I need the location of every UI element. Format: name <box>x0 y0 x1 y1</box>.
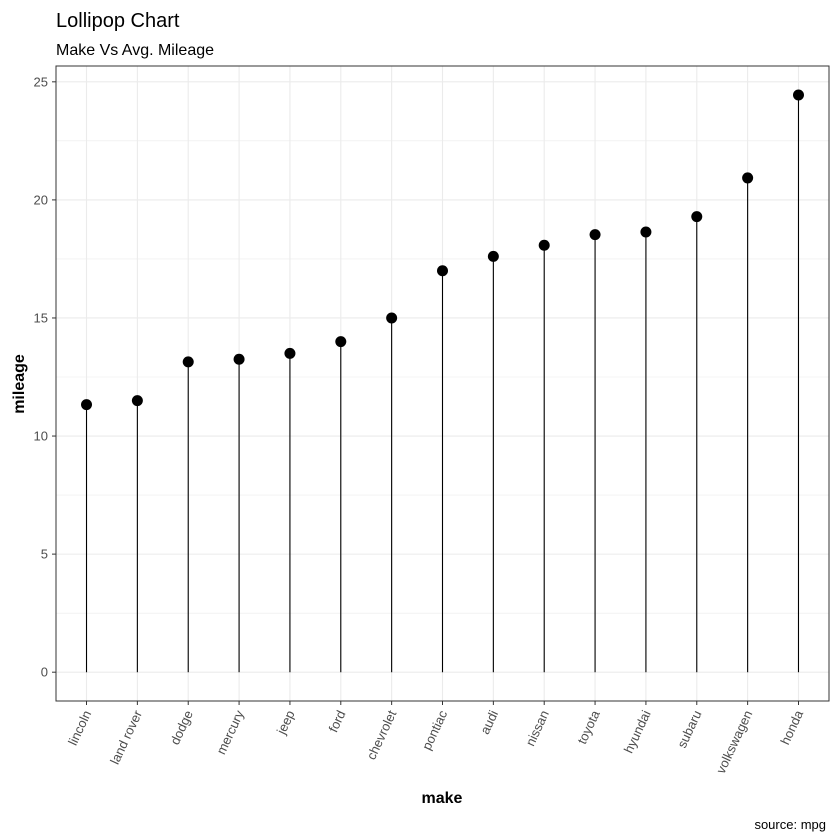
y-tick-label: 15 <box>34 310 48 325</box>
lollipop-dot <box>487 250 499 262</box>
lollipop-dot <box>437 265 448 277</box>
x-tick-label: honda <box>777 707 806 747</box>
chart-subtitle: Make Vs Avg. Mileage <box>56 42 214 59</box>
lollipop-dot <box>742 172 754 184</box>
x-tick-label: hyundai <box>621 708 654 756</box>
x-tick-label: toyota <box>574 707 603 746</box>
x-tick-label: ford <box>325 708 348 735</box>
y-tick-label: 25 <box>34 74 48 89</box>
x-tick-label: pontiac <box>419 707 451 752</box>
x-axis-title: make <box>422 790 463 807</box>
y-tick-label: 10 <box>34 429 48 444</box>
y-axis-title: mileage <box>11 354 28 414</box>
y-tick-label: 0 <box>41 665 48 680</box>
x-tick-label: land rover <box>107 707 145 766</box>
lollipop-dot <box>284 347 296 359</box>
chart-caption: source: mpg <box>754 817 826 832</box>
x-axis-ticks: lincoln land rover dodge mercury jeep ford che… <box>65 701 807 776</box>
x-tick-label: chevrolet <box>363 708 399 762</box>
x-tick-label: jeep <box>273 708 297 738</box>
lollipop-dot <box>81 399 93 411</box>
lollipop-dots <box>81 89 804 411</box>
x-tick-label: dodge <box>167 708 196 747</box>
y-tick-label: 5 <box>41 547 48 562</box>
y-tick-label: 20 <box>34 192 48 207</box>
lollipop-dot <box>335 336 347 348</box>
x-tick-label: lincoln <box>65 708 94 748</box>
lollipop-dot <box>691 211 703 223</box>
lollipop-sticks <box>85 95 800 673</box>
lollipop-dot <box>640 226 652 238</box>
x-tick-label: audi <box>477 708 501 737</box>
lollipop-dot <box>233 353 245 365</box>
lollipop-dot <box>386 312 398 324</box>
lollipop-dot <box>589 229 601 241</box>
chart-title: Lollipop Chart <box>56 10 180 32</box>
x-tick-label: volkswagen <box>713 708 755 776</box>
lollipop-dot <box>538 239 550 251</box>
x-tick-label: mercury <box>213 707 247 756</box>
lollipop-dot <box>182 356 194 368</box>
y-axis-ticks: 0 5 10 15 20 25 <box>34 74 56 680</box>
lollipop-dot <box>131 395 143 407</box>
x-tick-label: subaru <box>674 708 704 750</box>
lollipop-dot <box>792 89 804 101</box>
x-tick-label: nissan <box>522 708 551 748</box>
